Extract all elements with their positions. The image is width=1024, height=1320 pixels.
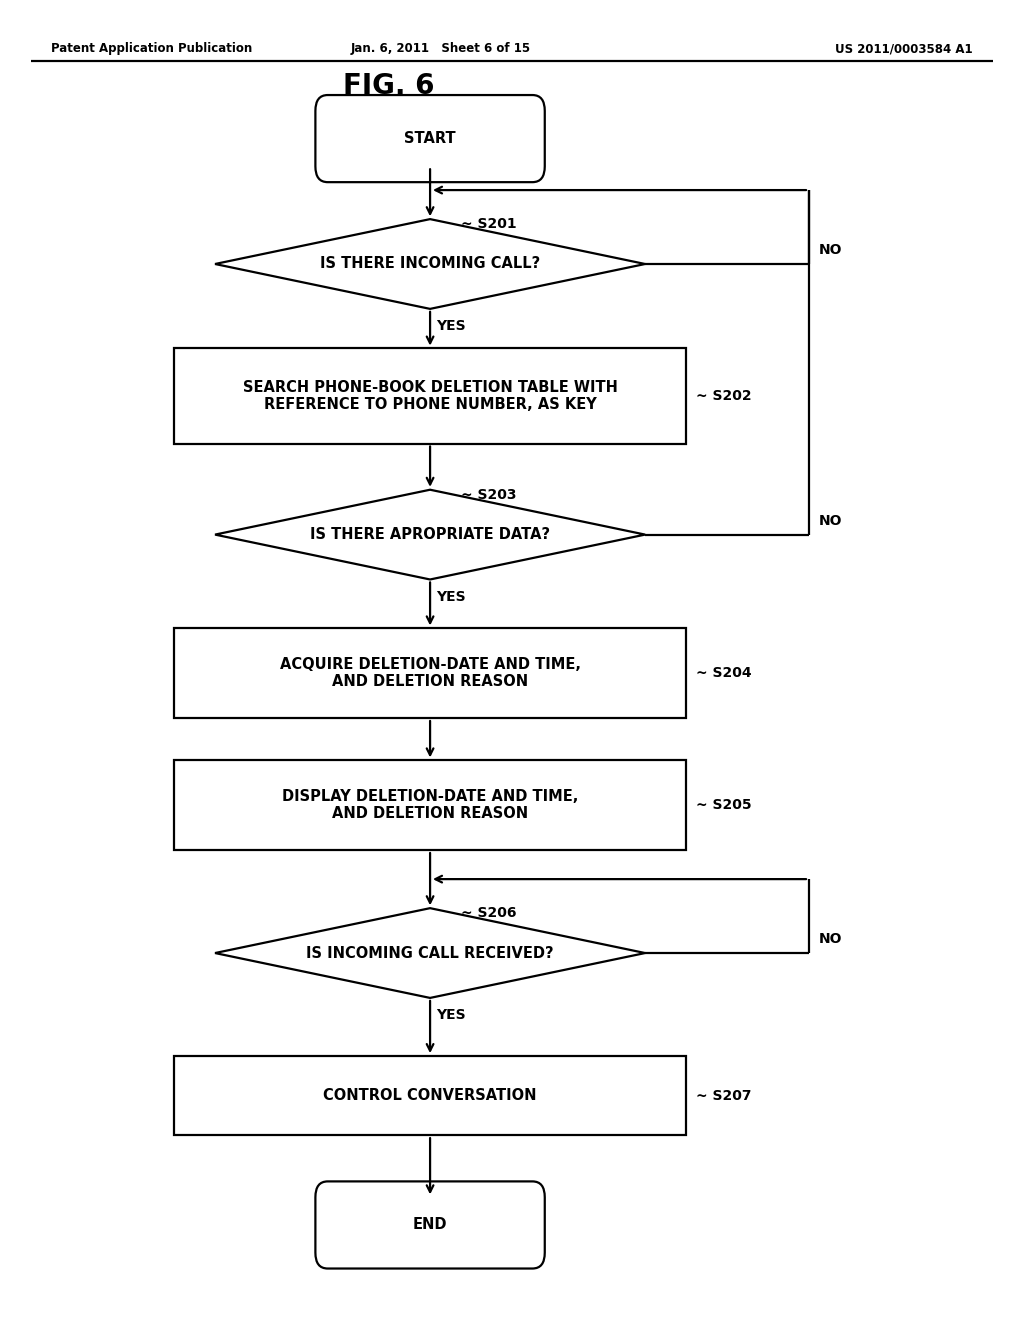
- Bar: [174, 628, 686, 718]
- Text: YES: YES: [436, 1008, 465, 1023]
- Text: SEARCH PHONE-BOOK DELETION TABLE WITH
REFERENCE TO PHONE NUMBER, AS KEY: SEARCH PHONE-BOOK DELETION TABLE WITH RE…: [243, 380, 617, 412]
- Polygon shape: [215, 490, 645, 579]
- Text: FIG. 6: FIG. 6: [343, 71, 435, 100]
- Text: ~ S204: ~ S204: [696, 667, 752, 680]
- FancyBboxPatch shape: [315, 1181, 545, 1269]
- Text: CONTROL CONVERSATION: CONTROL CONVERSATION: [324, 1088, 537, 1104]
- Polygon shape: [215, 908, 645, 998]
- FancyBboxPatch shape: [315, 95, 545, 182]
- Polygon shape: [215, 219, 645, 309]
- Text: ~ S205: ~ S205: [696, 799, 752, 812]
- Text: IS THERE APROPRIATE DATA?: IS THERE APROPRIATE DATA?: [310, 527, 550, 543]
- Bar: [174, 348, 686, 444]
- Text: US 2011/0003584 A1: US 2011/0003584 A1: [836, 42, 973, 55]
- Text: ~ S207: ~ S207: [696, 1089, 752, 1102]
- Text: NO: NO: [819, 932, 843, 946]
- Text: END: END: [413, 1217, 447, 1233]
- Text: ~ S201: ~ S201: [461, 216, 516, 231]
- Text: ~ S202: ~ S202: [696, 389, 752, 403]
- Text: ~ S203: ~ S203: [461, 487, 516, 502]
- Text: ~ S206: ~ S206: [461, 906, 516, 920]
- Bar: [174, 760, 686, 850]
- Text: ACQUIRE DELETION-DATE AND TIME,
AND DELETION REASON: ACQUIRE DELETION-DATE AND TIME, AND DELE…: [280, 657, 581, 689]
- Text: NO: NO: [819, 513, 843, 528]
- Bar: [174, 1056, 686, 1135]
- Text: YES: YES: [436, 319, 465, 334]
- Text: DISPLAY DELETION-DATE AND TIME,
AND DELETION REASON: DISPLAY DELETION-DATE AND TIME, AND DELE…: [282, 789, 579, 821]
- Text: IS THERE INCOMING CALL?: IS THERE INCOMING CALL?: [319, 256, 541, 272]
- Text: YES: YES: [436, 590, 465, 605]
- Text: Jan. 6, 2011   Sheet 6 of 15: Jan. 6, 2011 Sheet 6 of 15: [350, 42, 530, 55]
- Text: Patent Application Publication: Patent Application Publication: [51, 42, 253, 55]
- Text: START: START: [404, 131, 456, 147]
- Text: IS INCOMING CALL RECEIVED?: IS INCOMING CALL RECEIVED?: [306, 945, 554, 961]
- Text: NO: NO: [819, 243, 843, 257]
